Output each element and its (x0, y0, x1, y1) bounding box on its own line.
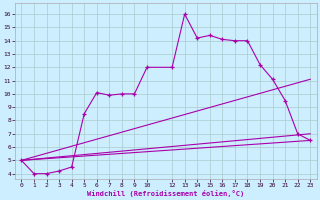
X-axis label: Windchill (Refroidissement éolien,°C): Windchill (Refroidissement éolien,°C) (87, 190, 244, 197)
